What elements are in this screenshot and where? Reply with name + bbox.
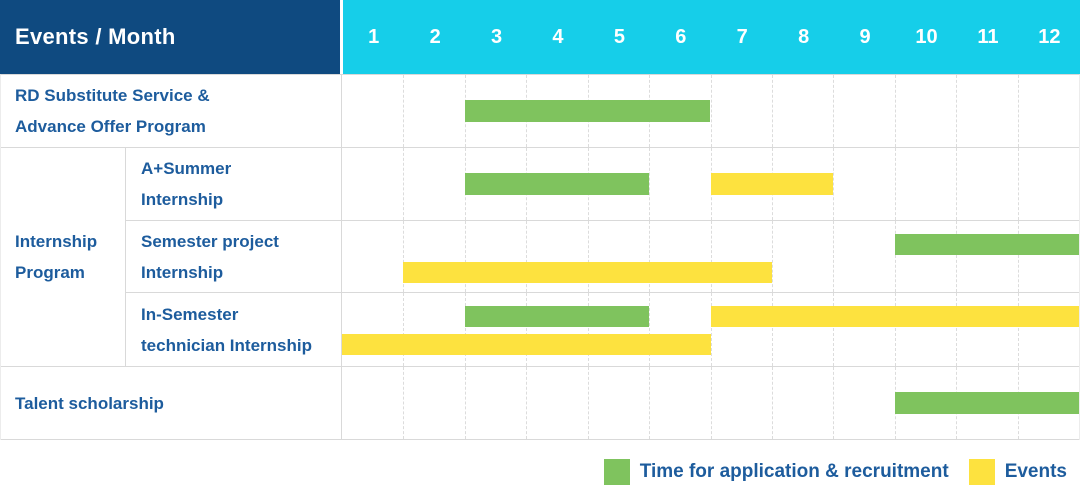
month-gridline bbox=[771, 75, 773, 147]
month-gridline bbox=[771, 367, 773, 439]
row-label-rd-substitute: RD Substitute Service & Advance Offer Pr… bbox=[15, 86, 210, 136]
month-gridline bbox=[1017, 75, 1019, 147]
timeline-cell bbox=[341, 293, 1079, 366]
month-header-label: 7 bbox=[736, 25, 748, 48]
month-gridline bbox=[464, 367, 466, 439]
month-gridline bbox=[710, 220, 712, 293]
timeline-cell bbox=[341, 148, 1079, 220]
gantt-bar bbox=[403, 261, 772, 283]
table-row: A+Summer Internship bbox=[125, 148, 1079, 221]
month-gridline bbox=[956, 75, 958, 147]
month-gridline bbox=[649, 293, 651, 366]
month-gridline bbox=[403, 75, 405, 147]
month-gridline bbox=[1017, 220, 1019, 293]
month-gridline bbox=[710, 75, 712, 147]
month-gridline bbox=[526, 367, 528, 439]
month-gridline bbox=[771, 220, 773, 293]
month-gridline bbox=[956, 148, 958, 220]
table-row: In-Semester technician Internship bbox=[125, 293, 1079, 366]
month-gridline bbox=[894, 75, 896, 147]
month-gridline bbox=[1017, 148, 1019, 220]
month-gridline bbox=[403, 293, 405, 366]
row-label-semester-project: Semester project Internship bbox=[125, 220, 341, 293]
month-gridline bbox=[710, 293, 712, 366]
timeline-cell bbox=[341, 367, 1079, 439]
gantt-bar bbox=[894, 392, 1079, 414]
gantt-bar bbox=[710, 172, 834, 195]
month-gridline bbox=[464, 293, 466, 366]
gantt-bar bbox=[464, 306, 650, 328]
month-gridline bbox=[956, 220, 958, 293]
month-header-cells: 1 2 3 4 5 6 7 8 9 10 11 12 bbox=[340, 0, 1080, 74]
row-label-talent-scholarship: Talent scholarship bbox=[15, 393, 164, 413]
month-gridline bbox=[894, 220, 896, 293]
table-body: RD Substitute Service & Advance Offer Pr… bbox=[0, 74, 1080, 440]
month-gridline bbox=[833, 148, 835, 220]
table-row: Talent scholarship bbox=[1, 367, 1079, 440]
events-month-corner-header: Events / Month bbox=[0, 0, 340, 74]
group-label-internship-program: Internship Program bbox=[15, 232, 98, 282]
internship-program-group: Internship Program A+Summer Internship S… bbox=[1, 148, 1079, 367]
month-header-label: 3 bbox=[490, 25, 503, 48]
month-header-label: 6 bbox=[675, 25, 687, 48]
chart-legend: Time for application & recruitment Event… bbox=[603, 458, 1067, 486]
month-gridline bbox=[649, 367, 651, 439]
gantt-bar bbox=[464, 172, 650, 195]
legend-swatch-yellow-icon bbox=[968, 459, 995, 485]
month-gridline bbox=[894, 293, 896, 366]
month-gridline bbox=[464, 220, 466, 293]
month-header-label: 2 bbox=[429, 25, 441, 48]
gantt-bar bbox=[710, 306, 1079, 328]
month-header-label: 5 bbox=[613, 25, 625, 48]
gantt-bar bbox=[464, 100, 711, 122]
month-gridline bbox=[526, 293, 528, 366]
month-header-label: 8 bbox=[798, 25, 810, 48]
table-header-row: Events / Month 1 2 3 4 5 6 7 8 9 10 11 12 bbox=[0, 0, 1080, 74]
month-gridline bbox=[833, 220, 835, 293]
month-gridline bbox=[710, 367, 712, 439]
month-gridline bbox=[956, 293, 958, 366]
timeline-cell bbox=[341, 220, 1079, 293]
table-row: RD Substitute Service & Advance Offer Pr… bbox=[1, 75, 1079, 148]
month-gridline bbox=[649, 220, 651, 293]
month-header-label: 10 bbox=[915, 25, 938, 48]
month-header-label: 11 bbox=[977, 25, 999, 48]
legend-label-application-recruitment: Time for application & recruitment bbox=[639, 461, 949, 482]
month-header-label: 4 bbox=[552, 25, 564, 48]
timeline-cell bbox=[341, 75, 1079, 147]
month-gridline bbox=[894, 148, 896, 220]
month-header-label: 9 bbox=[859, 25, 871, 48]
legend-swatch-green-icon bbox=[603, 459, 630, 485]
month-gridline bbox=[771, 293, 773, 366]
month-gridline bbox=[587, 367, 589, 439]
month-header-label: 1 bbox=[368, 25, 380, 48]
month-gridline bbox=[649, 148, 651, 220]
gantt-bar bbox=[894, 233, 1079, 255]
month-gridline bbox=[587, 293, 589, 366]
month-gridline bbox=[833, 293, 835, 366]
legend-label-events: Events bbox=[1004, 461, 1067, 482]
month-gridline bbox=[1017, 293, 1019, 366]
month-gridline bbox=[833, 75, 835, 147]
gantt-bar bbox=[342, 334, 711, 356]
month-gridline bbox=[403, 220, 405, 293]
month-gridline bbox=[403, 367, 405, 439]
month-gridline bbox=[403, 148, 405, 220]
month-gridline bbox=[526, 220, 528, 293]
row-label-in-semester-technician: In-Semester technician Internship bbox=[125, 293, 341, 366]
month-header-label: 12 bbox=[1038, 25, 1061, 48]
table-row: Semester project Internship bbox=[125, 220, 1079, 294]
row-label-a-plus-summer: A+Summer Internship bbox=[125, 148, 341, 220]
group-sub-rows: A+Summer Internship Semester project Int… bbox=[125, 148, 1079, 366]
month-gridline bbox=[833, 367, 835, 439]
month-gridline bbox=[587, 220, 589, 293]
